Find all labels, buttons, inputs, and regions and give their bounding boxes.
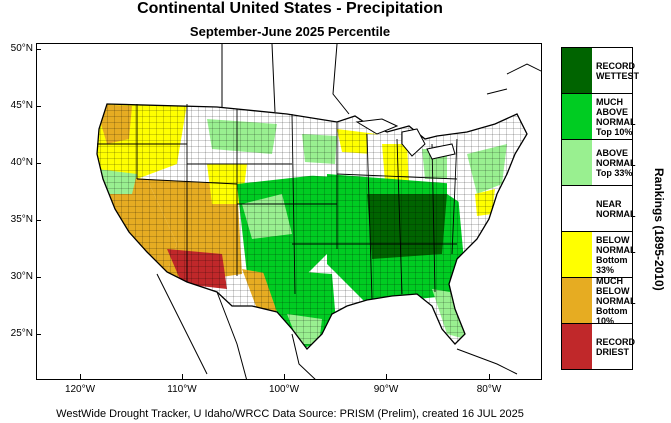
- legend-item: MUCH ABOVE NORMAL Top 10%: [561, 93, 636, 140]
- legend-label-line: MUCH: [596, 96, 623, 107]
- legend-label-line: ABOVE: [596, 106, 629, 117]
- legend-label: ABOVE NORMAL Top 33%: [596, 148, 636, 178]
- legend-label: RECORD WETTEST: [596, 61, 639, 81]
- legend-swatch: [562, 278, 592, 323]
- legend-swatch: [562, 324, 592, 369]
- lon-label-110: 110°W: [167, 384, 197, 395]
- legend: RECORD WETTEST MUCH ABOVE NORMAL Top 10% ABOVE…: [561, 47, 639, 370]
- legend-label-line: NORMAL: [596, 244, 636, 255]
- legend-label-line: NORMAL: [596, 295, 636, 306]
- legend-label-line: Top 33%: [596, 167, 633, 178]
- lat-tick: [36, 106, 41, 107]
- lat-tick: [36, 220, 41, 221]
- lat-label-45: 45°N: [10, 100, 33, 111]
- lat-tick: [36, 163, 41, 164]
- legend-swatch: [562, 232, 592, 277]
- legend-label-line: DRIEST: [596, 346, 630, 357]
- legend-label: RECORD DRIEST: [596, 337, 635, 357]
- legend-label: MUCH BELOW NORMAL Bottom 10%: [596, 276, 636, 326]
- legend-label-line: NORMAL: [596, 157, 636, 168]
- lon-label-100: 100°W: [268, 384, 300, 395]
- legend-label-line: Bottom 33%: [596, 254, 628, 275]
- lon-tick: [80, 374, 81, 380]
- legend-label-line: BELOW: [596, 285, 630, 296]
- lat-tick: [36, 49, 41, 50]
- lat-label-25: 25°N: [10, 328, 33, 339]
- us-map-graphic: [96, 44, 541, 379]
- legend-label-line: NORMAL: [596, 116, 636, 127]
- legend-label-line: BELOW: [596, 234, 630, 245]
- legend-item: RECORD DRIEST: [561, 323, 635, 370]
- legend-item: ABOVE NORMAL Top 33%: [561, 139, 636, 186]
- legend-label-line: NORMAL: [596, 208, 636, 219]
- map-subtitle: September-June 2025 Percentile: [189, 24, 391, 39]
- lat-tick: [36, 334, 41, 335]
- legend-label: MUCH ABOVE NORMAL Top 10%: [596, 97, 636, 137]
- legend-label-line: Bottom 10%: [596, 305, 628, 326]
- lat-label-30: 30°N: [10, 271, 33, 282]
- legend-item: RECORD WETTEST: [561, 47, 639, 94]
- lat-label-35: 35°N: [10, 214, 33, 225]
- legend-label-line: WETTEST: [596, 70, 639, 81]
- legend-label: NEAR NORMAL: [596, 199, 636, 219]
- lat-label-40: 40°N: [10, 157, 33, 168]
- legend-label-line: NEAR: [596, 198, 622, 209]
- legend-swatch: [562, 140, 592, 185]
- map-title: Continental United States - Precipitatio…: [137, 0, 443, 17]
- lat-label-50: 50°N: [10, 43, 33, 54]
- legend-item: NEAR NORMAL: [561, 185, 636, 232]
- lat-tick: [36, 277, 41, 278]
- lon-tick: [284, 374, 285, 380]
- legend-label-line: Top 10%: [596, 126, 633, 137]
- lon-label-120: 120°W: [64, 384, 96, 395]
- legend-swatch: [562, 94, 592, 139]
- legend-label-line: RECORD: [596, 336, 636, 347]
- precipitation-map: [36, 43, 542, 380]
- legend-label: BELOW NORMAL Bottom 33%: [596, 235, 636, 275]
- lon-tick: [182, 374, 183, 380]
- legend-label-line: RECORD: [596, 60, 636, 71]
- legend-item: MUCH BELOW NORMAL Bottom 10%: [561, 276, 636, 326]
- data-source-footer: WestWide Drought Tracker, U Idaho/WRCC D…: [56, 408, 524, 420]
- legend-label-line: ABOVE: [596, 147, 629, 158]
- legend-item: BELOW NORMAL Bottom 33%: [561, 231, 636, 278]
- lon-label-90: 90°W: [373, 384, 399, 395]
- lon-label-80: 80°W: [476, 384, 502, 395]
- lon-tick: [489, 374, 490, 380]
- legend-label-line: MUCH: [596, 275, 623, 286]
- lon-tick: [386, 374, 387, 380]
- legend-swatch: [562, 48, 592, 93]
- legend-swatch: [562, 186, 592, 231]
- rankings-axis-label: Rankings (1895-2010): [652, 168, 666, 291]
